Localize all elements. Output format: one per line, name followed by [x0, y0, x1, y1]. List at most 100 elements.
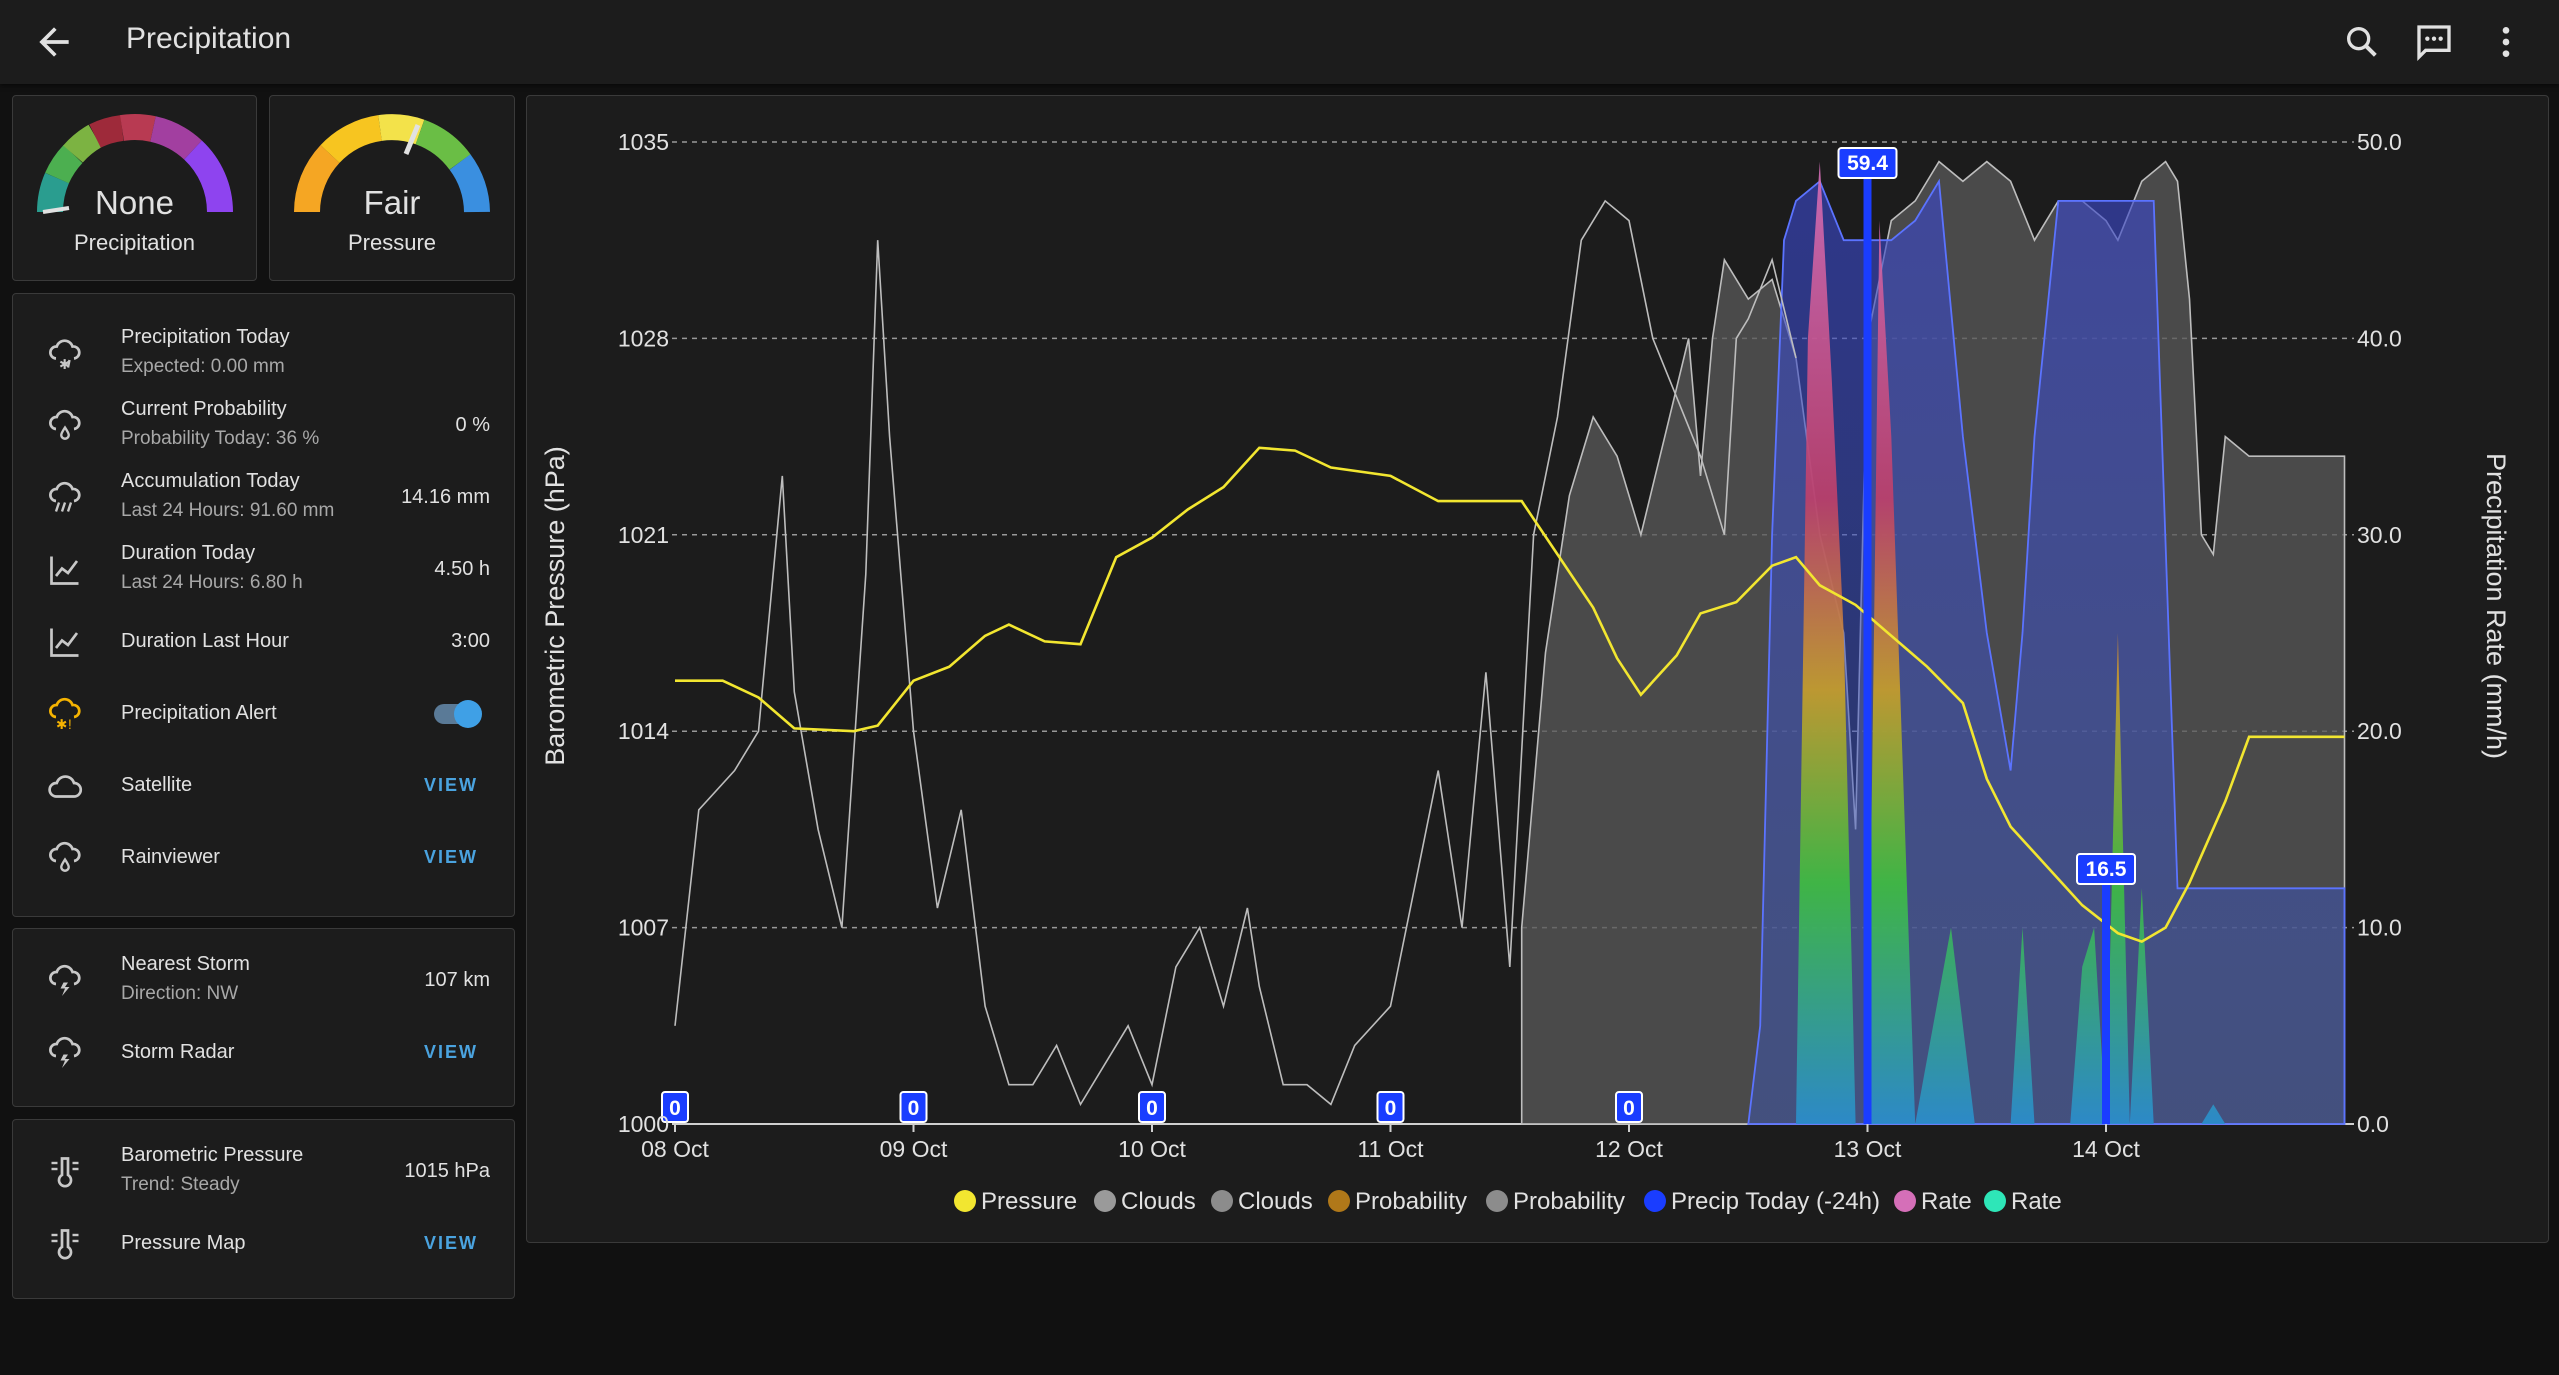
svg-text:✱: ✱: [59, 357, 70, 372]
precipitation-chart-card: 59.4 16.5 0 0 0 0 0 1000 0.0 1007 10.0 1014 20.0 102…: [526, 95, 2549, 1243]
entity-row-pressure-map[interactable]: Pressure Map VIEW: [13, 1208, 514, 1280]
entity-row-accumulation-today[interactable]: Accumulation Today Last 24 Hours: 91.60 …: [13, 462, 514, 534]
entity-value: 3:00: [451, 630, 490, 652]
pressure-gauge-card[interactable]: Fair Pressure: [269, 95, 515, 281]
entity-row-barometric-pressure[interactable]: Barometric Pressure Trend: Steady 1015 h…: [13, 1136, 514, 1208]
svg-text:!: !: [68, 717, 72, 732]
right-axis-title: Precipitation Rate (mm/h): [2481, 453, 2511, 759]
legend-layer[interactable]: Pressure Clouds Clouds Probability Probabili…: [954, 1188, 2062, 1215]
entity-row-nearest-storm[interactable]: Nearest Storm Direction: NW 107 km: [13, 945, 514, 1017]
entity-secondary: Last 24 Hours: 91.60 mm: [121, 500, 335, 521]
rainviewer-view-button[interactable]: VIEW: [423, 847, 478, 867]
legend-item[interactable]: Clouds: [1211, 1188, 1313, 1215]
legend-item[interactable]: Probability: [1486, 1188, 1625, 1215]
chart-line-icon: [50, 556, 79, 585]
zero-marker-box: [661, 1091, 689, 1123]
legend-item[interactable]: Precip Today (-24h): [1644, 1188, 1880, 1215]
legend-item[interactable]: Probability: [1328, 1188, 1467, 1215]
entity-value: 1015 hPa: [404, 1160, 490, 1182]
right-tick-label: 30.0: [2357, 522, 2402, 548]
entity-row-storm-radar[interactable]: Storm Radar VIEW: [13, 1017, 514, 1089]
x-tick-label: 14 Oct: [2072, 1136, 2140, 1162]
thermometer-lines-icon: [51, 1157, 79, 1188]
entity-name: Satellite: [121, 774, 193, 796]
legend-swatch: [1094, 1190, 1116, 1212]
pressure-series-line: [675, 446, 2345, 944]
entity-row-duration-today[interactable]: Duration Today Last 24 Hours: 6.80 h 4.5…: [13, 534, 514, 606]
zero-marker-label: 0: [908, 1097, 920, 1120]
entity-name: Barometric Pressure: [121, 1144, 304, 1166]
pressure-gauge: [294, 114, 490, 213]
legend-label: Clouds: [1121, 1188, 1196, 1215]
zero-marker-label: 0: [1385, 1097, 1397, 1120]
entity-secondary: Last 24 Hours: 6.80 h: [121, 572, 303, 593]
legend-swatch: [1486, 1190, 1508, 1212]
satellite-view-button[interactable]: VIEW: [423, 775, 478, 795]
entity-value: 0 %: [455, 414, 490, 436]
left-tick-label: 1035: [618, 129, 669, 155]
entity-name: Duration Today: [121, 542, 256, 564]
entity-row-duration-last-hour[interactable]: Duration Last Hour 3:00: [13, 606, 514, 678]
zero-marker-box: [899, 1091, 928, 1123]
entity-name: Pressure Map: [121, 1232, 246, 1254]
precip-today-bar: [1863, 155, 1872, 1125]
gauge-label: Precipitation: [73, 230, 196, 255]
svg-text:✱: ✱: [56, 717, 67, 732]
entity-row-satellite[interactable]: Satellite VIEW: [13, 750, 514, 822]
storm-radar-view-button[interactable]: VIEW: [423, 1042, 478, 1062]
x-tick-label: 11 Oct: [1357, 1136, 1424, 1162]
legend-item[interactable]: Pressure: [954, 1188, 1077, 1215]
entity-secondary: Trend: Steady: [121, 1174, 240, 1195]
legend-swatch: [954, 1190, 976, 1212]
weather-lightning-rainy-icon: [49, 1036, 81, 1068]
entity-row-current-probability[interactable]: Current Probability Probability Today: 3…: [13, 390, 514, 462]
x-tick-label: 08 Oct: [641, 1136, 709, 1162]
pressure-map-view-button[interactable]: VIEW: [423, 1233, 478, 1253]
dots-vertical-icon[interactable]: [2486, 22, 2526, 62]
zero-marker-box: [1138, 1091, 1166, 1123]
weather-rain-icon: [49, 841, 81, 872]
clouds-series-line: [674, 199, 1797, 1107]
right-tick-label: 40.0: [2357, 325, 2402, 351]
weather-snowy-rainy-icon: ✱: [49, 339, 81, 372]
legend-swatch: [1328, 1190, 1350, 1212]
entity-name: Accumulation Today: [121, 470, 300, 492]
legend-swatch: [1644, 1190, 1666, 1212]
entity-secondary: Expected: 0.00 mm: [121, 356, 285, 377]
alert-toggle[interactable]: [454, 700, 482, 728]
legend-label: Rate: [1921, 1188, 1972, 1215]
precipitation-gauge-card[interactable]: None Precipitation: [12, 95, 257, 281]
pressure-layer: [675, 446, 2345, 944]
chat-icon[interactable]: [2414, 22, 2454, 62]
legend-item[interactable]: Rate: [1894, 1188, 1972, 1215]
search-icon[interactable]: [2342, 22, 2382, 62]
x-tick-label: 09 Oct: [880, 1136, 948, 1162]
right-tick-label: 0.0: [2357, 1111, 2389, 1137]
legend-swatch: [1211, 1190, 1233, 1212]
zero-marker-label: 0: [1146, 1097, 1158, 1120]
clouds-line-layer: [674, 199, 1797, 1107]
left-tick-label: 1007: [618, 915, 669, 941]
entity-row-rainviewer[interactable]: Rainviewer VIEW: [13, 822, 514, 894]
arrow-left-icon[interactable]: [30, 20, 78, 64]
weather-alert-icon: ✱ !: [49, 697, 81, 732]
entity-name: Storm Radar: [121, 1041, 235, 1063]
page-title: Precipitation: [126, 22, 292, 55]
legend-label: Precip Today (-24h): [1671, 1188, 1880, 1215]
entity-value: 107 km: [424, 969, 490, 991]
left-tick-label: 1028: [618, 325, 669, 351]
zero-marker-box: [1615, 1091, 1643, 1123]
marker-layer: 59.4 16.5 0 0 0 0 0: [661, 147, 2136, 1125]
gauge-label: Pressure: [347, 230, 437, 255]
precipitation-chart[interactable]: 59.4 16.5 0 0 0 0 0 1000 0.0 1007 10.0 1014 20.0 102…: [527, 96, 2548, 1242]
right-tick-label: 50.0: [2357, 129, 2402, 155]
entity-value: 4.50 h: [434, 558, 490, 580]
entity-row-precipitation-alert[interactable]: ✱ ! Precipitation Alert: [13, 678, 514, 750]
entity-name: Rainviewer: [121, 846, 220, 868]
legend-item[interactable]: Rate: [1984, 1188, 2062, 1215]
zero-marker-label: 0: [669, 1097, 681, 1120]
precip-today-label: 59.4: [1847, 152, 1888, 175]
precipitation-entities-card: ✱ Precipitation Today Expected: 0.00 mm …: [12, 293, 515, 917]
entity-row-precipitation-today[interactable]: ✱ Precipitation Today Expected: 0.00 mm: [13, 318, 514, 390]
legend-item[interactable]: Clouds: [1094, 1188, 1196, 1215]
